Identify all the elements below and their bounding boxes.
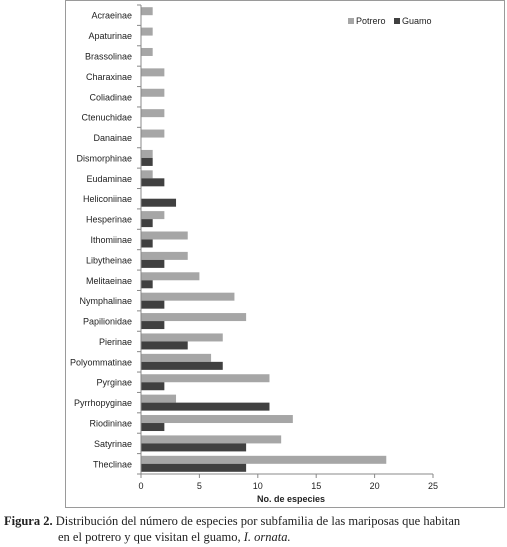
- x-axis-title: No. de especies: [257, 494, 325, 504]
- bar-guamo-heliconiinae: [141, 198, 177, 207]
- category-label-brassolinae: Brassolinae: [85, 51, 132, 61]
- bar-guamo-dismorphinae: [141, 157, 153, 166]
- bar-guamo-theclinae: [141, 463, 247, 472]
- bar-potrero-pyrrhopyginae: [141, 394, 177, 403]
- category-label-melitaeinae: Melitaeinae: [86, 276, 132, 286]
- bar-potrero-ctenuchidae: [141, 109, 165, 118]
- bar-potrero-melitaeinae: [141, 272, 200, 281]
- bar-potrero-brassolinae: [141, 47, 153, 56]
- bar-guamo-satyrinae: [141, 443, 247, 452]
- category-label-acraeinae: Acraeinae: [91, 11, 132, 21]
- bar-potrero-libytheinae: [141, 251, 188, 260]
- caption-species: I. ornata.: [243, 530, 291, 544]
- bar-potrero-coliadinae: [141, 88, 165, 97]
- bar-potrero-satyrinae: [141, 435, 282, 444]
- bar-guamo-eudaminae: [141, 178, 165, 187]
- figure-caption: Figura 2. Distribución del número de esp…: [4, 513, 506, 545]
- bar-guamo-pyrginae: [141, 382, 165, 391]
- bar-potrero-dismorphinae: [141, 149, 153, 158]
- bar-guamo-nymphalinae: [141, 300, 165, 309]
- bar-potrero-nymphalinae: [141, 292, 235, 301]
- category-label-dismorphinae: Dismorphinae: [76, 153, 132, 163]
- bar-guamo-polyommatinae: [141, 361, 223, 370]
- x-tick-label-5: 5: [197, 481, 202, 491]
- bar-potrero-polyommatinae: [141, 353, 212, 362]
- category-label-papilionidae: Papilionidae: [83, 317, 132, 327]
- x-tick-label-25: 25: [428, 481, 438, 491]
- bar-potrero-papilionidae: [141, 313, 247, 322]
- caption-label: Figura 2.: [4, 514, 53, 528]
- bar-chart: Acraeinae Apaturinae Brassolinae Charaxinae…: [70, 4, 438, 504]
- legend-label-guamo: Guamo: [402, 16, 432, 26]
- legend-swatch-guamo: [394, 18, 400, 24]
- bar-potrero-riodininae: [141, 415, 293, 424]
- category-label-ctenuchidae: Ctenuchidae: [81, 113, 132, 123]
- category-label-libytheinae: Libytheinae: [86, 255, 132, 265]
- legend-swatch-potrero: [348, 18, 354, 24]
- category-label-nymphalinae: Nymphalinae: [79, 296, 132, 306]
- category-label-ithomiinae: Ithomiinae: [90, 235, 132, 245]
- bar-potrero-eudaminae: [141, 170, 153, 179]
- bar-potrero-acraeinae: [141, 7, 153, 16]
- category-label-theclinae: Theclinae: [93, 459, 132, 469]
- bar-guamo-melitaeinae: [141, 280, 153, 289]
- bar-potrero-pierinae: [141, 333, 223, 342]
- x-tick-label-20: 20: [370, 481, 380, 491]
- category-label-danainae: Danainae: [93, 133, 132, 143]
- bar-guamo-papilionidae: [141, 321, 165, 330]
- bar-potrero-danainae: [141, 129, 165, 138]
- bar-guamo-libytheinae: [141, 259, 165, 268]
- category-label-pyrrhopyginae: Pyrrhopyginae: [74, 398, 132, 408]
- category-label-polyommatinae: Polyommatinae: [70, 357, 132, 367]
- x-tick-label-0: 0: [138, 481, 143, 491]
- bar-potrero-pyrginae: [141, 374, 270, 383]
- bar-potrero-ithomiinae: [141, 231, 188, 240]
- category-label-charaxinae: Charaxinae: [86, 72, 132, 82]
- category-label-coliadinae: Coliadinae: [89, 92, 132, 102]
- bar-guamo-hesperinae: [141, 219, 153, 228]
- category-label-riodininae: Riodininae: [89, 419, 132, 429]
- legend-label-potrero: Potrero: [356, 16, 386, 26]
- caption-text-line1: Distribución del número de especies por …: [55, 514, 461, 528]
- x-tick-label-10: 10: [253, 481, 263, 491]
- bar-potrero-charaxinae: [141, 68, 165, 77]
- category-label-pyrginae: Pyrginae: [96, 378, 132, 388]
- bar-guamo-riodininae: [141, 423, 165, 432]
- category-label-eudaminae: Eudaminae: [86, 174, 132, 184]
- bar-potrero-hesperinae: [141, 211, 165, 220]
- bar-guamo-ithomiinae: [141, 239, 153, 248]
- bar-guamo-pierinae: [141, 341, 188, 350]
- bar-potrero-theclinae: [141, 455, 387, 464]
- category-label-pierinae: Pierinae: [99, 337, 132, 347]
- category-label-heliconiinae: Heliconiinae: [83, 194, 132, 204]
- category-label-hesperinae: Hesperinae: [86, 215, 132, 225]
- category-label-apaturinae: Apaturinae: [88, 31, 132, 41]
- category-label-satyrinae: Satyrinae: [94, 439, 132, 449]
- bar-guamo-pyrrhopyginae: [141, 402, 270, 411]
- chart-frame: Acraeinae Apaturinae Brassolinae Charaxinae…: [65, 0, 505, 508]
- caption-text-line2: en el potrero y que visitan el guamo,: [58, 530, 241, 544]
- bar-potrero-apaturinae: [141, 27, 153, 36]
- x-tick-label-15: 15: [311, 481, 321, 491]
